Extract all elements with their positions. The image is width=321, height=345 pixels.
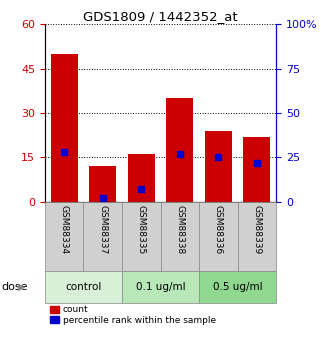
Text: 0.1 ug/ml: 0.1 ug/ml	[136, 282, 185, 292]
Bar	[199, 271, 276, 303]
Bar	[122, 201, 160, 271]
Text: GSM88335: GSM88335	[137, 205, 146, 254]
Bar	[199, 201, 238, 271]
Title: GDS1809 / 1442352_at: GDS1809 / 1442352_at	[83, 10, 238, 23]
Text: GSM88339: GSM88339	[252, 205, 261, 254]
Point	[139, 186, 144, 192]
Text: ▶: ▶	[18, 282, 25, 292]
Bar	[128, 154, 155, 201]
Text: GSM88337: GSM88337	[98, 205, 107, 254]
Point	[216, 155, 221, 160]
Text: 0.5 ug/ml: 0.5 ug/ml	[213, 282, 262, 292]
Point	[177, 151, 182, 156]
Legend: count, percentile rank within the sample: count, percentile rank within the sample	[49, 304, 217, 326]
Text: GSM88334: GSM88334	[60, 205, 69, 254]
Text: GSM88338: GSM88338	[175, 205, 184, 254]
Bar	[45, 201, 83, 271]
Text: GSM88336: GSM88336	[214, 205, 223, 254]
Text: control: control	[65, 282, 102, 292]
Text: dose: dose	[2, 282, 28, 292]
Bar	[89, 166, 116, 201]
Bar	[205, 131, 232, 201]
Bar	[166, 98, 193, 201]
Bar	[83, 201, 122, 271]
Bar	[243, 137, 270, 201]
Point	[62, 149, 67, 155]
Bar	[45, 271, 122, 303]
Bar	[51, 54, 78, 201]
Bar	[160, 201, 199, 271]
Point	[100, 195, 105, 201]
Point	[254, 160, 259, 165]
Bar	[122, 271, 199, 303]
Bar	[238, 201, 276, 271]
